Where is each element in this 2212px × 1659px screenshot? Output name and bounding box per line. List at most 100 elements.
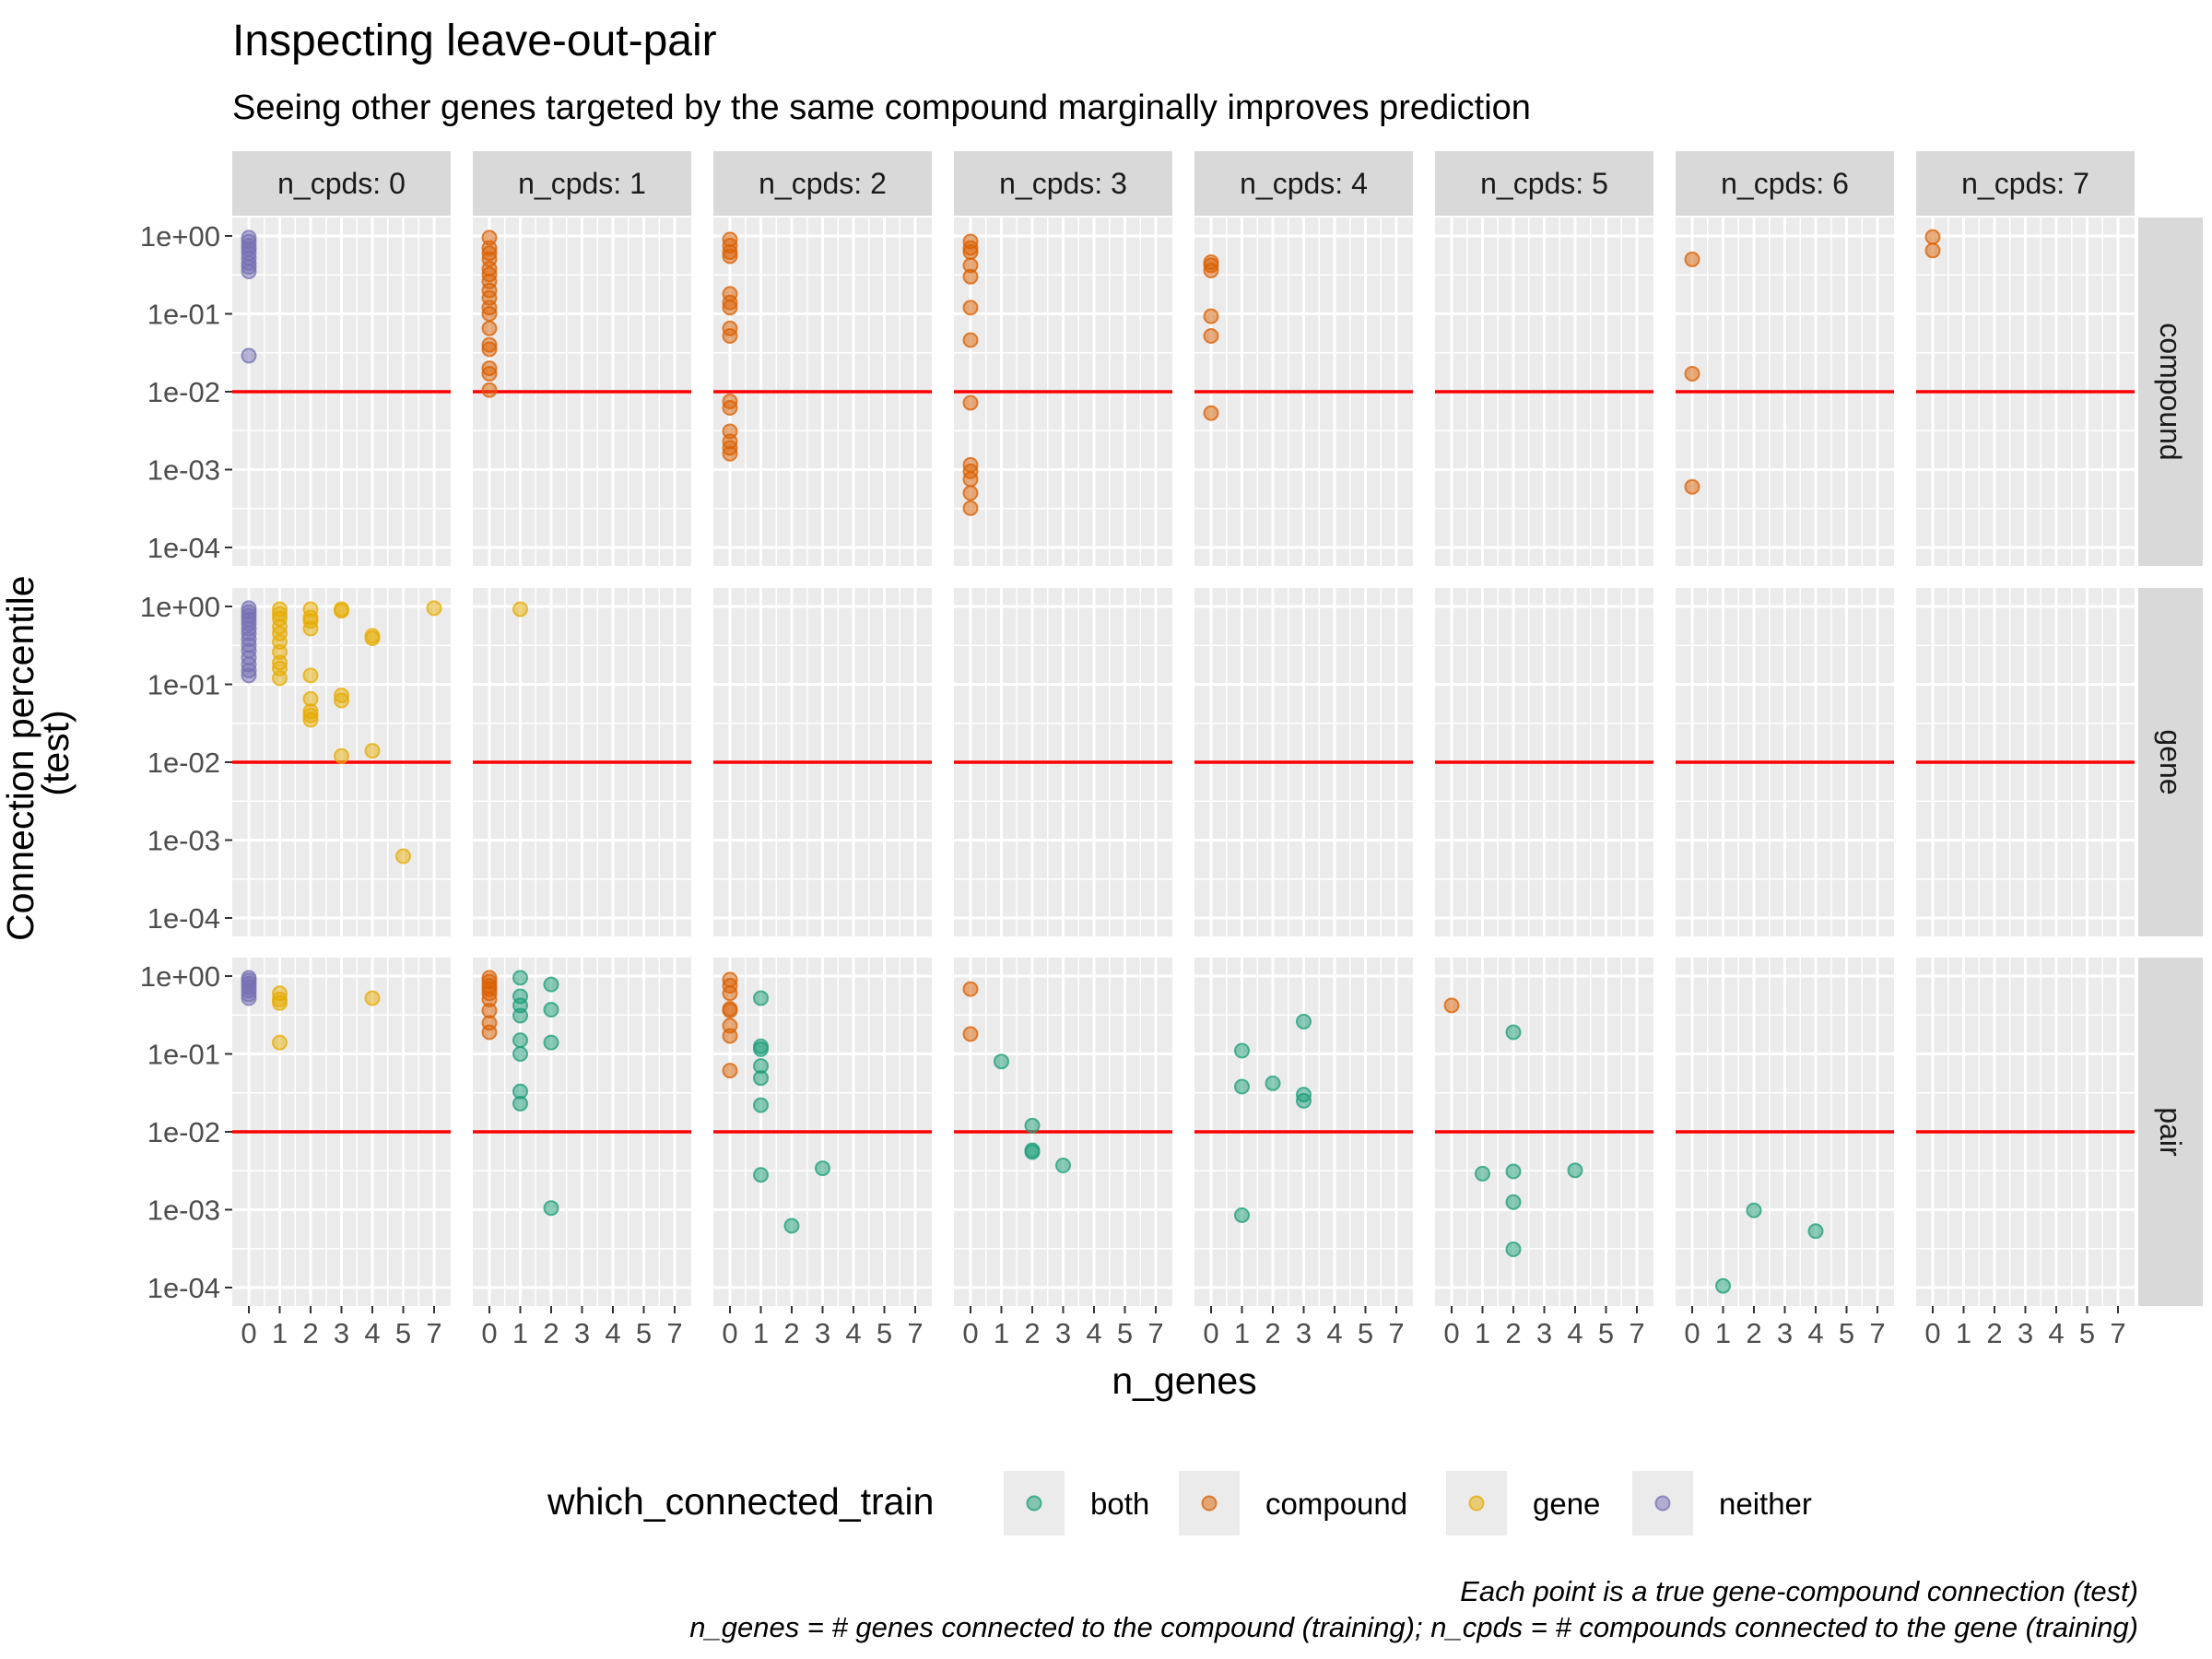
- y-tick-label: 1e-04: [147, 1272, 220, 1304]
- facet-grid: n_cpds: 0 n_cpds: 1 n_cpds: 2 n_cpds: 3 n_cp…: [140, 151, 2203, 1349]
- data-point-compound: [962, 268, 979, 285]
- data-point-compound: [722, 300, 738, 316]
- x-tick-label: 5: [1117, 1317, 1133, 1349]
- data-point-both: [994, 1053, 1009, 1070]
- data-point-compound: [481, 341, 498, 358]
- x-tick-label: 2: [1024, 1317, 1040, 1349]
- legend-title: which_connected_train: [547, 1480, 934, 1523]
- data-point-compound: [722, 248, 738, 265]
- x-tick-label: 5: [636, 1317, 652, 1349]
- x-axis-title: n_genes: [1112, 1359, 1256, 1402]
- data-point-gene: [364, 743, 381, 759]
- x-tick-label: 3: [1296, 1317, 1312, 1349]
- legend-item-compound: compound: [1179, 1471, 1407, 1535]
- data-point-both: [753, 1097, 769, 1113]
- y-tick-label: 1e-02: [147, 747, 220, 779]
- x-tick-label: 4: [2048, 1317, 2064, 1349]
- y-tick-label: 1e+00: [140, 591, 220, 623]
- x-tick-label: 7: [666, 1317, 682, 1349]
- caption-line-2: n_genes = # genes connected to the compo…: [689, 1611, 2138, 1643]
- chart-title: Inspecting leave-out-pair: [232, 17, 717, 65]
- data-point-compound: [1924, 242, 1941, 259]
- data-point-both: [753, 1167, 769, 1183]
- strip-label: n_cpds: 3: [999, 167, 1127, 200]
- strip-label: n_cpds: 0: [277, 167, 406, 200]
- y-tick-label: 1e-04: [147, 532, 220, 564]
- facet-strip-col: n_cpds: 6: [1676, 151, 1894, 216]
- x-tick-label: 7: [907, 1317, 923, 1349]
- legend-item-neither: neither: [1632, 1471, 1812, 1535]
- data-point-compound: [722, 327, 738, 344]
- facet-strip-col: n_cpds: 0: [232, 151, 451, 216]
- x-tick-label: 7: [1629, 1317, 1644, 1349]
- y-tick-label: 1e+00: [140, 960, 220, 993]
- data-point-both: [753, 990, 769, 1006]
- x-tick-label: 2: [302, 1317, 318, 1349]
- data-point-both: [512, 1032, 528, 1049]
- x-tick-label: 1: [512, 1317, 528, 1349]
- data-point-compound: [481, 366, 498, 382]
- facet-panel: [473, 588, 691, 936]
- data-point-compound: [962, 300, 979, 316]
- data-point-gene: [272, 994, 288, 1011]
- data-point-neither: [241, 667, 257, 684]
- data-point-compound: [1924, 229, 1941, 245]
- facet-panel: [1916, 218, 2135, 566]
- data-point-both: [1746, 1202, 1762, 1218]
- x-tick-label: 2: [1986, 1317, 2002, 1349]
- data-point-both: [1505, 1241, 1522, 1257]
- facet-strip-row: pair: [2138, 958, 2203, 1306]
- data-point-compound: [722, 445, 738, 462]
- x-tick-label: 5: [1839, 1317, 1854, 1349]
- caption-line-1: Each point is a true gene-compound conne…: [1460, 1575, 2138, 1607]
- y-tick-label: 1e-03: [147, 454, 220, 487]
- data-point-compound: [722, 1028, 738, 1044]
- data-point-gene: [272, 670, 288, 687]
- data-point-compound: [962, 485, 979, 501]
- data-point-neither: [241, 264, 257, 280]
- data-point-both: [1505, 1163, 1522, 1180]
- y-tick-label: 1e-01: [147, 299, 220, 331]
- legend-key-symbol: [1468, 1495, 1485, 1512]
- data-point-compound: [962, 394, 979, 411]
- data-point-both: [1505, 1024, 1522, 1041]
- x-tick-label: 3: [334, 1317, 349, 1349]
- x-tick-label: 3: [1536, 1317, 1552, 1349]
- data-point-both: [1296, 1092, 1312, 1109]
- strip-background: [1435, 151, 1653, 216]
- x-tick-label: 0: [1924, 1317, 1940, 1349]
- legend-label: compound: [1265, 1487, 1407, 1521]
- data-point-compound: [962, 981, 979, 997]
- data-point-both: [1807, 1223, 1824, 1240]
- data-point-both: [512, 1095, 528, 1112]
- legend-key-symbol: [1654, 1495, 1671, 1512]
- data-point-both: [512, 1007, 528, 1024]
- data-point-both: [1505, 1194, 1522, 1210]
- legend-key-symbol: [1201, 1495, 1218, 1512]
- data-point-gene: [395, 848, 411, 865]
- data-point-compound: [1203, 308, 1219, 324]
- x-tick-label: 1: [1956, 1317, 1971, 1349]
- data-point-compound: [481, 306, 498, 322]
- data-point-compound: [962, 332, 979, 348]
- strip-label: gene: [2154, 729, 2187, 794]
- legend-item-gene: gene: [1446, 1471, 1600, 1535]
- x-tick-label: 0: [722, 1317, 737, 1349]
- facet-strip-col: n_cpds: 7: [1916, 151, 2135, 216]
- x-tick-label: 2: [1746, 1317, 1761, 1349]
- strip-background: [2138, 588, 2203, 936]
- strip-label: n_cpds: 1: [518, 167, 646, 200]
- data-point-both: [1265, 1075, 1281, 1091]
- strip-label: n_cpds: 2: [759, 167, 887, 200]
- data-point-gene: [334, 692, 349, 709]
- data-point-both: [512, 1046, 528, 1062]
- strip-background: [713, 151, 932, 216]
- data-point-compound: [722, 400, 738, 417]
- data-point-both: [543, 1200, 559, 1217]
- y-tick-label: 1e-01: [147, 1039, 220, 1071]
